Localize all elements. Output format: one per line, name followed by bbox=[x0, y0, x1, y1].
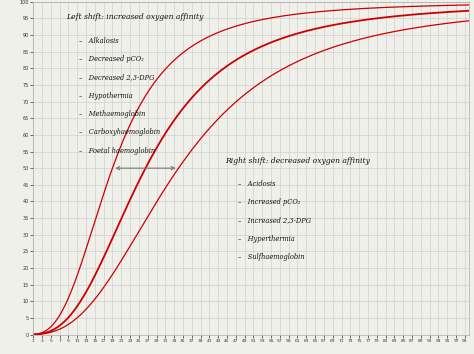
Text: –   Carboxyhaemoglobin: – Carboxyhaemoglobin bbox=[79, 128, 160, 136]
Text: –   Decreased 2,3-DPG: – Decreased 2,3-DPG bbox=[79, 73, 155, 81]
Text: –   Foetal haemoglobin: – Foetal haemoglobin bbox=[79, 147, 155, 154]
Text: –   Sulfhaemoglobin: – Sulfhaemoglobin bbox=[238, 253, 305, 261]
Text: –   Alkalosis: – Alkalosis bbox=[79, 37, 118, 45]
Text: –   Increased pCO₂: – Increased pCO₂ bbox=[238, 198, 301, 206]
Text: –   Increased 2,3-DPG: – Increased 2,3-DPG bbox=[238, 216, 311, 224]
Text: –   Hyperthermia: – Hyperthermia bbox=[238, 235, 295, 243]
Text: Left shift: increased oxygen affinity: Left shift: increased oxygen affinity bbox=[66, 13, 203, 21]
Text: –   Hypothermia: – Hypothermia bbox=[79, 92, 133, 99]
Text: –   Decreased pCO₂: – Decreased pCO₂ bbox=[79, 55, 144, 63]
Text: –   Acidosis: – Acidosis bbox=[238, 180, 276, 188]
Text: –   Methaemoglobin: – Methaemoglobin bbox=[79, 110, 146, 118]
Text: Right shift: decreased oxygen affinity: Right shift: decreased oxygen affinity bbox=[225, 156, 370, 165]
